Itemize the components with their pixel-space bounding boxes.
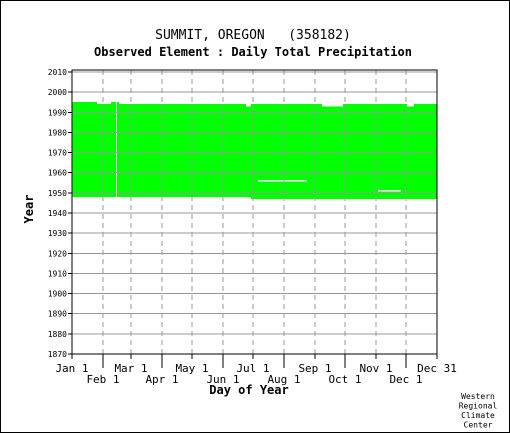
y-tick-label-1990: 1990 <box>48 108 67 117</box>
x-tick-label-nov-1: Nov 1 <box>359 362 392 375</box>
y-tick-label-1930: 1930 <box>48 229 67 238</box>
y-tick-label-2000: 2000 <box>48 88 67 97</box>
y-tick-label-1950: 1950 <box>48 189 67 198</box>
x-tick-label-dec-1: Dec 1 <box>389 373 422 386</box>
y-tick-label-1910: 1910 <box>48 269 67 278</box>
y-axis-title: Year <box>22 195 36 224</box>
y-tick-label-1970: 1970 <box>48 149 67 158</box>
data-layer <box>72 102 437 199</box>
credit-line-1: Regional <box>459 402 498 411</box>
missing-segment-0 <box>258 179 307 182</box>
y-tick-label-2010: 2010 <box>48 68 67 77</box>
chart-subtitle: Observed Element : Daily Total Precipita… <box>94 45 412 59</box>
x-axis-title: Day of Year <box>209 383 288 397</box>
y-tick-label-1940: 1940 <box>48 209 67 218</box>
y-tick-label-1880: 1880 <box>48 330 67 339</box>
missing-segment-2 <box>116 102 117 197</box>
y-tick-label-1890: 1890 <box>48 310 67 319</box>
x-tick-label-jul-1: Jul 1 <box>236 362 269 375</box>
x-tick-label-feb-1: Feb 1 <box>86 373 119 386</box>
y-tick-label-1900: 1900 <box>48 290 67 299</box>
credit-line-0: Western <box>461 392 495 401</box>
y-tick-label-1980: 1980 <box>48 128 67 137</box>
x-tick-label-dec-31: Dec 31 <box>417 362 457 375</box>
x-tick-label-aug-1: Aug 1 <box>267 373 300 386</box>
x-tick-label-oct-1: Oct 1 <box>328 373 361 386</box>
y-tick-label-1960: 1960 <box>48 169 67 178</box>
data-segment-8 <box>343 104 407 199</box>
data-segment-2 <box>111 102 119 197</box>
grid-layer <box>71 69 438 355</box>
x-tick-label-mar-1: Mar 1 <box>114 362 147 375</box>
x-tick-label-jan-1: Jan 1 <box>55 362 88 375</box>
y-tick-label-1870: 1870 <box>48 350 67 359</box>
x-tick-label-jun-1: Jun 1 <box>206 373 239 386</box>
x-tick-label-apr-1: Apr 1 <box>145 373 178 386</box>
missing-segment-1 <box>378 190 401 192</box>
data-segment-6 <box>251 104 322 199</box>
data-segment-10 <box>414 104 437 199</box>
chart-title: SUMMIT, OREGON (358182) <box>155 28 351 43</box>
y-tick-label-1920: 1920 <box>48 249 67 258</box>
credit-line-2: Climate <box>461 411 495 420</box>
x-tick-label-sep-1: Sep 1 <box>298 362 331 375</box>
data-segment-4 <box>211 104 246 197</box>
y-axis: 1870 1880 1890 1900 1910 1920 1930 1940 1950 1960… <box>48 68 72 359</box>
data-segment-0 <box>72 102 97 197</box>
credit-line-3: Center <box>464 421 493 430</box>
plot-border <box>71 69 438 355</box>
x-tick-label-may-1: May 1 <box>175 362 208 375</box>
data-segment-3 <box>119 104 211 197</box>
data-segment-5 <box>246 106 251 197</box>
data-segment-1 <box>97 104 111 197</box>
